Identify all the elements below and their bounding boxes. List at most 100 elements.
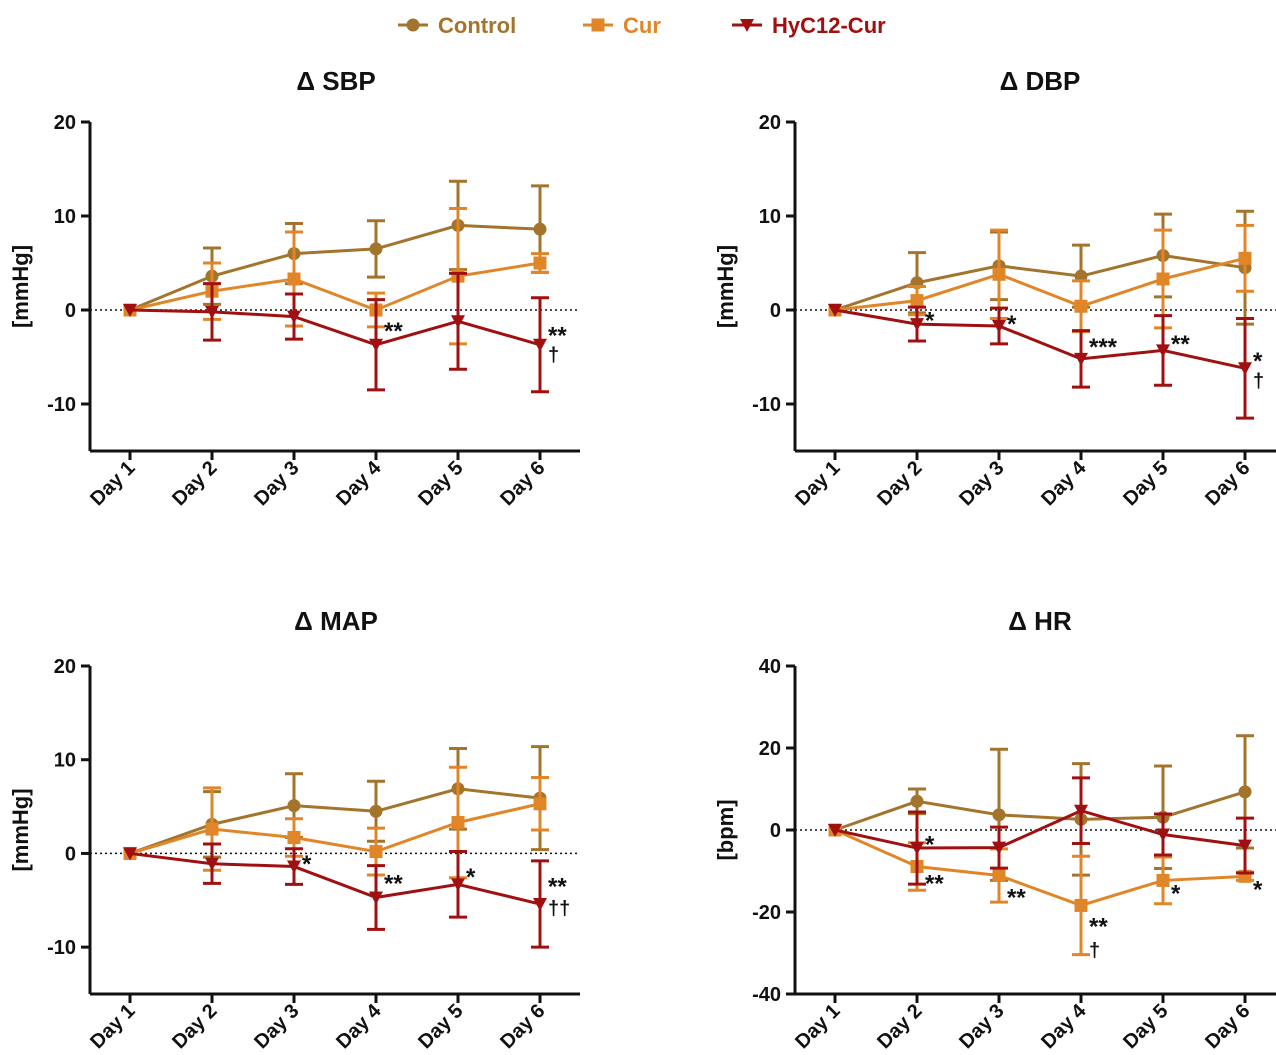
panel-map: Δ MAP -10 0 10 20 [mmHg] Day 1 Day 2 Day 3 Day 4 D… xyxy=(8,606,580,1053)
y-tick-label: 10 xyxy=(759,206,781,228)
series-line-hyc12-cur xyxy=(129,308,541,347)
y-tick-label: 10 xyxy=(54,750,76,772)
significance-stars: * xyxy=(466,864,476,891)
data-point-control xyxy=(1238,785,1252,799)
legend-marker-cur xyxy=(591,18,605,32)
x-tick-label-day-4: Day 4 xyxy=(1037,999,1091,1053)
data-point-cur xyxy=(910,294,924,308)
y-axis-label: [bpm] xyxy=(713,799,738,860)
data-point-control xyxy=(369,242,383,256)
series-line-cur xyxy=(129,261,541,312)
x-tick-label-day-2: Day 2 xyxy=(873,457,926,510)
data-point-hyc12-cur xyxy=(123,304,137,317)
y-axis-label: [mmHg] xyxy=(713,245,738,328)
data-point-cur xyxy=(533,797,547,811)
y-axis-label: [mmHg] xyxy=(8,245,33,328)
y-tick-label: 0 xyxy=(65,843,76,865)
significance-stars: ** xyxy=(548,323,567,350)
data-point-cur xyxy=(1074,299,1088,313)
series-line-control xyxy=(834,790,1246,832)
series-line-control xyxy=(129,223,541,312)
significance-stars: * xyxy=(1253,348,1263,375)
x-tick-label-day-2: Day 2 xyxy=(168,457,221,510)
y-tick-label: 20 xyxy=(54,656,76,678)
y-tick-label: -20 xyxy=(752,902,781,924)
series-hyc12-cur xyxy=(123,271,549,394)
data-point-cur xyxy=(533,256,547,270)
data-point-cur xyxy=(287,272,301,286)
data-point-hyc12-cur xyxy=(1238,839,1252,853)
y-axis-label: [mmHg] xyxy=(8,788,33,871)
data-point-cur xyxy=(369,845,383,859)
panel-sbp: Δ SBP -10 0 10 20 [mmHg] Day 1 Day 2 Day 3 Day 4 D… xyxy=(8,66,580,510)
series-cur xyxy=(828,223,1254,334)
series-hyc12-cur xyxy=(828,776,1254,886)
significance-stars: * xyxy=(302,851,312,878)
data-point-hyc12-cur xyxy=(205,857,219,871)
significance-stars: ** xyxy=(548,873,567,900)
data-point-hyc12-cur xyxy=(451,878,465,892)
data-point-hyc12-cur xyxy=(828,304,842,317)
x-tick-label-day-4: Day 4 xyxy=(332,456,386,510)
series-hyc12-cur xyxy=(828,304,1254,420)
chart-title: Δ HR xyxy=(1008,606,1072,636)
significance-stars: ** xyxy=(1089,913,1108,940)
data-point-hyc12-cur xyxy=(910,318,924,332)
legend-marker-hyc12-cur xyxy=(740,19,754,32)
x-tick-label-day-1: Day 1 xyxy=(791,457,844,510)
data-point-hyc12-cur xyxy=(533,898,547,912)
significance-stars: *** xyxy=(1089,334,1118,361)
data-point-control xyxy=(533,222,547,236)
y-tick-label: -10 xyxy=(752,394,781,416)
x-tick-label-day-5: Day 5 xyxy=(414,1000,467,1053)
x-tick-label-day-6: Day 6 xyxy=(1201,1000,1254,1053)
series-line-control xyxy=(834,253,1246,312)
data-point-hyc12-cur xyxy=(451,315,465,329)
data-point-cur xyxy=(1238,251,1252,265)
y-tick-label: 20 xyxy=(759,738,781,760)
data-point-hyc12-cur xyxy=(287,310,301,324)
series-control xyxy=(123,745,549,860)
x-tick-label-day-6: Day 6 xyxy=(496,1000,549,1053)
panel-dbp: Δ DBP -10 0 10 20 [mmHg] Day 1 Day 2 Day 3 Day 4 D… xyxy=(713,66,1276,510)
data-point-control xyxy=(910,794,924,808)
x-tick-label-day-2: Day 2 xyxy=(873,1000,926,1053)
legend-label-hyc12-cur: HyC12-Cur xyxy=(772,13,886,38)
data-point-hyc12-cur xyxy=(992,319,1006,333)
significance-stars: ** xyxy=(1171,331,1190,358)
x-tick-label-day-1: Day 1 xyxy=(86,1000,139,1053)
data-point-cur xyxy=(287,830,301,844)
x-tick-label-day-1: Day 1 xyxy=(791,1000,844,1053)
data-point-control xyxy=(287,799,301,813)
significance-stars: * xyxy=(925,307,935,334)
data-point-hyc12-cur xyxy=(369,338,383,352)
y-tick-label: -10 xyxy=(47,394,76,416)
chart-title: Δ MAP xyxy=(294,606,378,636)
data-point-cur xyxy=(205,822,219,836)
x-tick-label-day-6: Day 6 xyxy=(1201,457,1254,510)
series-line-hyc12-cur xyxy=(834,308,1246,370)
data-point-cur xyxy=(992,869,1006,883)
y-tick-label: -10 xyxy=(47,937,76,959)
series-line-hyc12-cur xyxy=(834,809,1246,850)
series-line-hyc12-cur xyxy=(129,851,541,906)
series-line-cur xyxy=(129,802,541,855)
x-tick-label-day-3: Day 3 xyxy=(955,457,1008,510)
chart-title: Δ DBP xyxy=(1000,66,1081,96)
significance-stars: * xyxy=(1253,876,1263,903)
y-tick-label: 40 xyxy=(759,656,781,678)
x-tick-label-day-4: Day 4 xyxy=(1037,456,1091,510)
significance-stars: ** xyxy=(1007,885,1026,912)
x-tick-label-day-5: Day 5 xyxy=(414,457,467,510)
series-line-cur xyxy=(834,256,1246,312)
series-hyc12-cur xyxy=(123,842,549,949)
series-control xyxy=(828,734,1254,882)
y-tick-label: 20 xyxy=(54,112,76,134)
significance-dagger: † xyxy=(548,344,559,366)
significance-stars: ** xyxy=(925,870,944,897)
data-point-hyc12-cur xyxy=(287,860,301,874)
data-point-hyc12-cur xyxy=(1074,352,1088,366)
series-line-control xyxy=(129,787,541,855)
x-tick-label-day-5: Day 5 xyxy=(1119,1000,1172,1053)
x-tick-label-day-3: Day 3 xyxy=(955,1000,1008,1053)
